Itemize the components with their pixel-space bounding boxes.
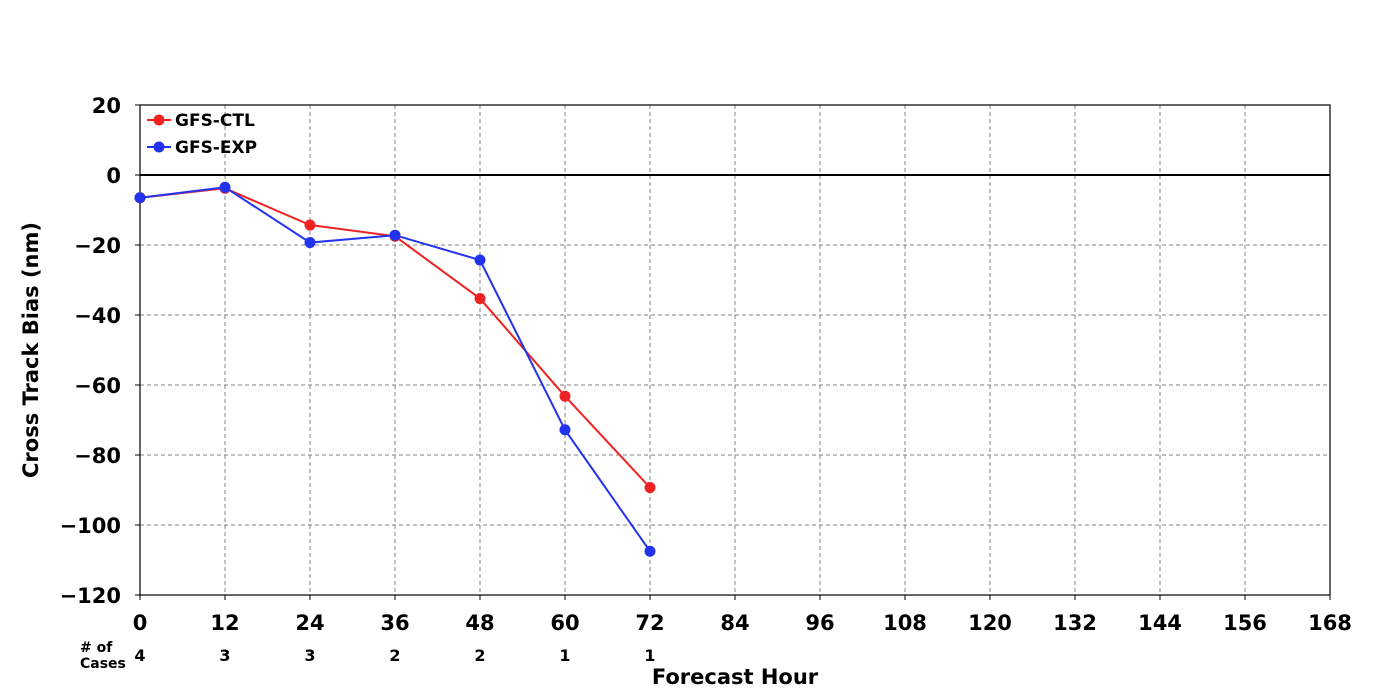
- x-tick-label: 48: [465, 611, 494, 635]
- cases-value: 2: [389, 646, 400, 665]
- y-tick-labels: 20 0 −20 −40 −60 −80 −100 −120: [60, 94, 140, 608]
- y-tick-label: −100: [60, 514, 121, 538]
- y-tick-label: −20: [74, 234, 121, 258]
- cases-value: 1: [644, 646, 655, 665]
- legend-swatch-marker: [153, 141, 165, 153]
- x-tick-label: 96: [805, 611, 834, 635]
- x-axis-title: Forecast Hour: [652, 665, 819, 689]
- legend-label-gfs-ctl: GFS-CTL: [175, 111, 255, 131]
- data-point-gfs-exp: [134, 192, 146, 204]
- grid-layer: [140, 105, 1330, 595]
- x-tick-label: 168: [1308, 611, 1352, 635]
- x-tick-label: 60: [550, 611, 579, 635]
- x-tick-labels: 0 12 24 36 48 60 72 84 96 108 120 132 144 156 168: [133, 595, 1352, 635]
- data-point-gfs-exp: [474, 254, 486, 266]
- y-tick-label: −120: [60, 584, 121, 608]
- series-layer: [134, 181, 656, 557]
- data-point-gfs-exp: [559, 424, 571, 436]
- x-tick-label: 156: [1223, 611, 1267, 635]
- x-tick-label: 36: [380, 611, 409, 635]
- data-point-gfs-exp: [644, 545, 656, 557]
- x-tick-label: 72: [635, 611, 664, 635]
- x-tick-label: 84: [720, 611, 749, 635]
- data-point-gfs-exp: [389, 229, 401, 241]
- y-tick-label: −60: [74, 374, 121, 398]
- y-tick-label: −80: [74, 444, 121, 468]
- x-tick-label: 144: [1138, 611, 1182, 635]
- cases-label-line1: # of: [80, 640, 113, 656]
- cases-value: 3: [219, 646, 230, 665]
- x-tick-label: 12: [210, 611, 239, 635]
- x-tick-label: 108: [883, 611, 927, 635]
- cases-value: 1: [559, 646, 570, 665]
- x-tick-label: 0: [133, 611, 148, 635]
- y-axis-title: Cross Track Bias (nm): [19, 222, 43, 478]
- y-tick-label: 20: [92, 94, 121, 118]
- cases-value: 4: [134, 646, 145, 665]
- data-point-gfs-ctl: [559, 390, 571, 402]
- x-tick-label: 120: [968, 611, 1012, 635]
- data-point-gfs-exp: [219, 181, 231, 193]
- y-tick-label: −40: [74, 304, 121, 328]
- data-point-gfs-ctl: [644, 482, 656, 494]
- x-tick-label: 132: [1053, 611, 1097, 635]
- cases-value: 2: [474, 646, 485, 665]
- data-point-gfs-ctl: [304, 219, 316, 231]
- cases-row: # of Cases 4 3 3 2 2 1 1: [80, 640, 656, 672]
- x-tick-label: 24: [295, 611, 324, 635]
- cases-label-line2: Cases: [80, 656, 126, 672]
- legend-label-gfs-exp: GFS-EXP: [175, 138, 257, 158]
- y-tick-label: 0: [106, 164, 121, 188]
- data-point-gfs-exp: [304, 237, 316, 249]
- legend-swatch-marker: [153, 114, 165, 126]
- cases-value: 3: [304, 646, 315, 665]
- legend: GFS-CTL GFS-EXP: [147, 111, 257, 158]
- data-point-gfs-ctl: [474, 293, 486, 305]
